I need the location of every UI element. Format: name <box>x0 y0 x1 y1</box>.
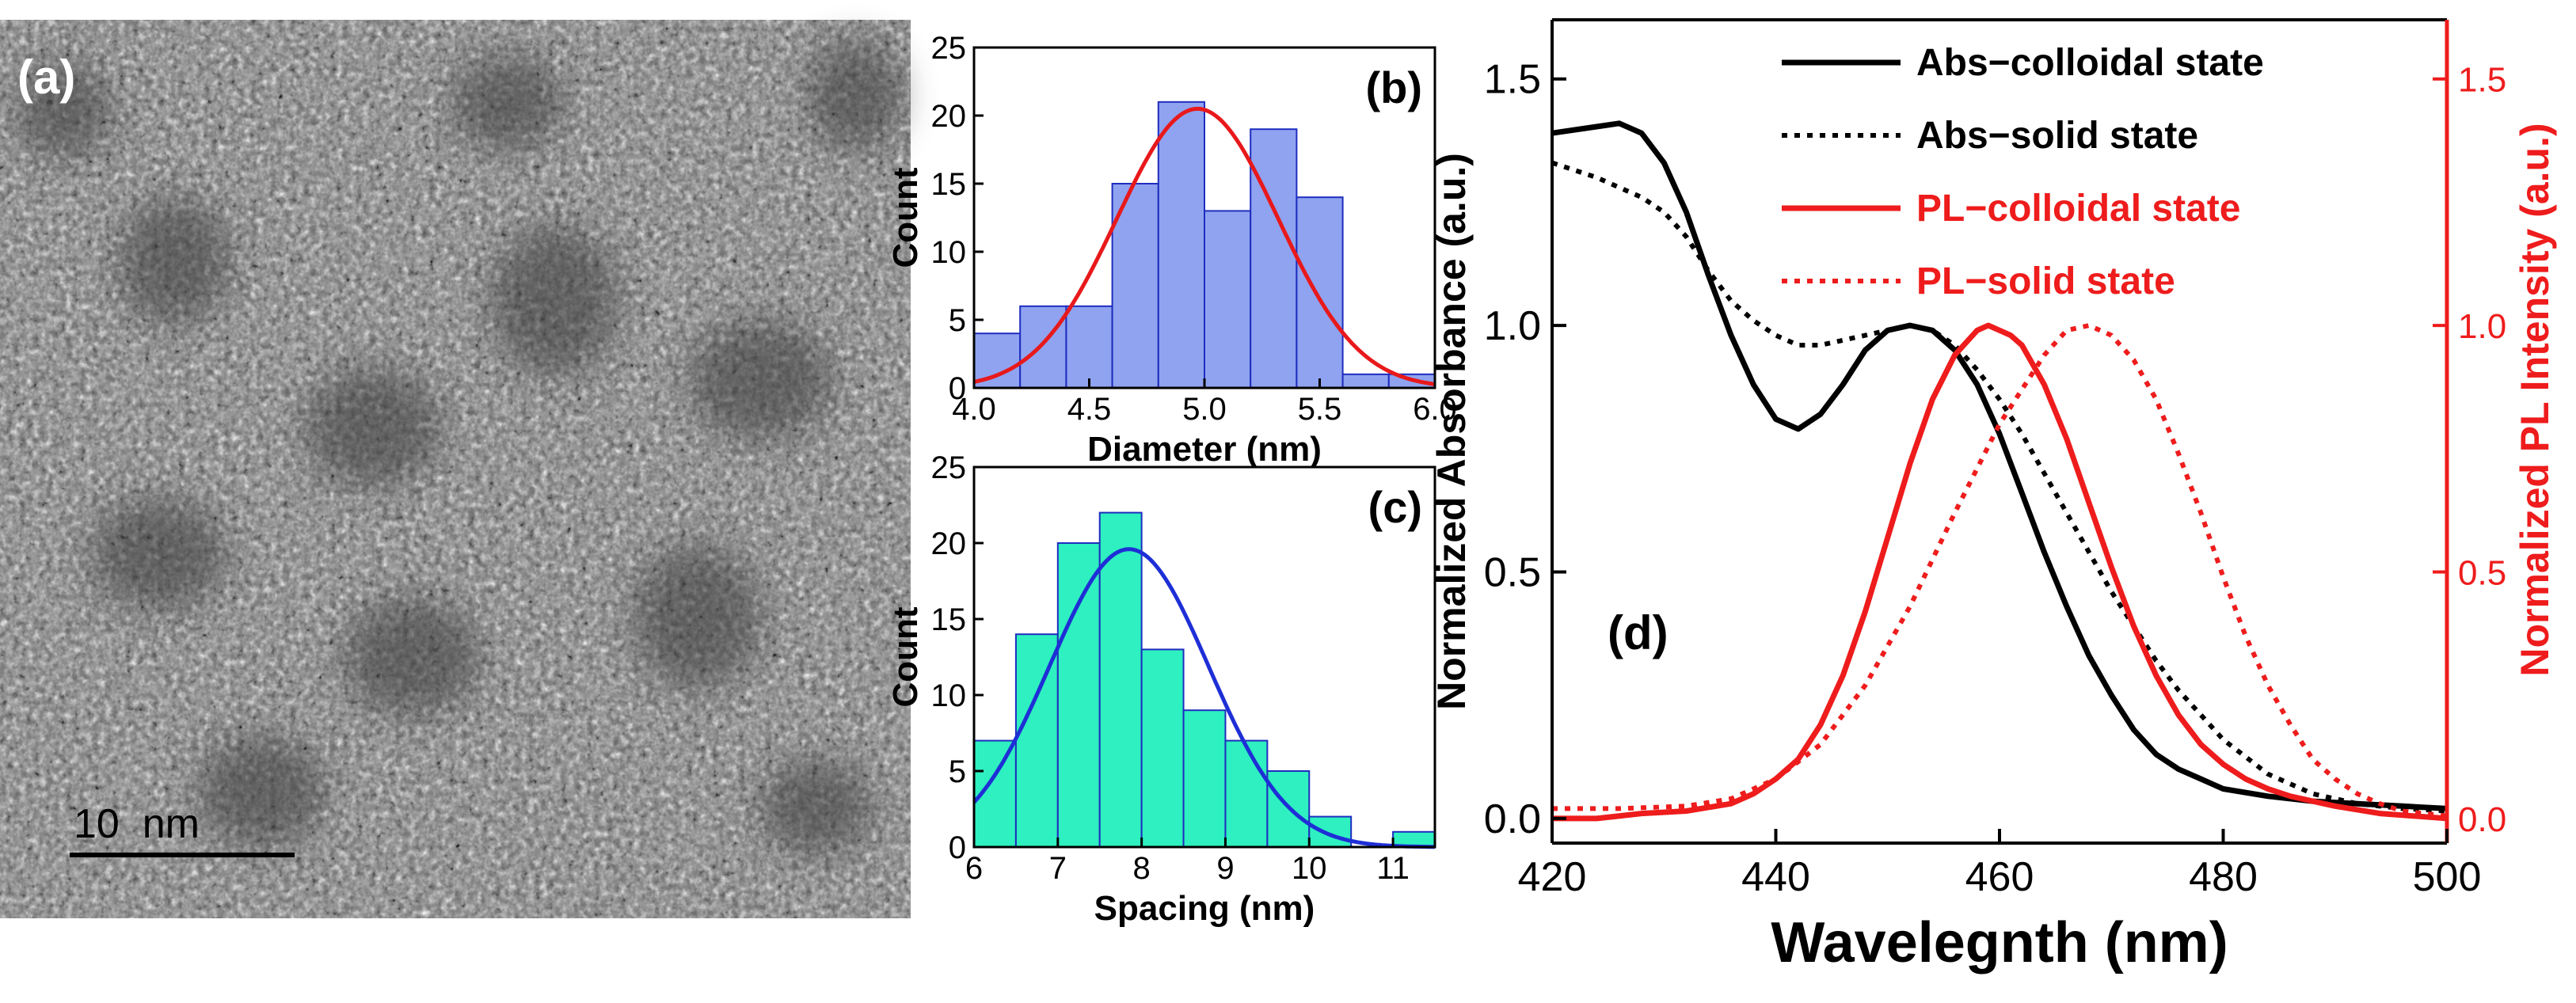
x-tick-label: 420 <box>1518 854 1587 900</box>
y-axis-label: Count <box>886 606 925 707</box>
series-line <box>1551 160 2448 814</box>
y-tick-label-right: 1.5 <box>2458 61 2506 100</box>
gaussian-fit-line <box>973 106 1436 386</box>
y-tick-label: 0 <box>949 830 966 865</box>
y-tick-label: 15 <box>931 602 967 637</box>
x-tick-label: 500 <box>2413 854 2482 900</box>
x-tick-label: 5.5 <box>1298 392 1342 427</box>
x-axis-label: Wavelegnth (nm) <box>1771 911 2228 975</box>
histogram-bar <box>1204 210 1252 389</box>
y-axis-label-left: Normalized Absorbance (a.u.) <box>1429 153 1474 710</box>
y-tick-label: 15 <box>931 167 967 202</box>
legend-entry: Abs−colloidal state <box>1916 42 2264 84</box>
y-tick-label-left: 0.0 <box>1484 796 1541 842</box>
tem-particles <box>16 40 903 855</box>
x-tick-label: 6 <box>965 851 983 886</box>
histogram-bar <box>1056 542 1101 848</box>
x-tick-label: 460 <box>1965 854 2034 900</box>
x-axis-label: Spacing (nm) <box>1094 889 1315 928</box>
y-tick-label: 20 <box>931 526 967 561</box>
tem-image-panel: (a) 10 nm <box>0 20 911 918</box>
histogram-spacing: 6 7 8 9 10 11 0 5 10 15 20 25 Spacing (nm) Count (c) <box>886 450 1436 928</box>
legend-entry: PL−solid state <box>1916 260 2175 302</box>
histogram-bar <box>1308 815 1353 848</box>
histogram-diameter: 4.0 4.5 5.0 5.5 6.0 0 5 10 15 20 25 Diameter (nm) Co… <box>886 31 1457 469</box>
y-tick-label: 10 <box>931 235 967 270</box>
y-tick-label-left: 1.0 <box>1484 303 1541 349</box>
x-tick-label: 10 <box>1292 851 1327 886</box>
panel-label-a: (a) <box>17 51 75 104</box>
x-tick-label: 8 <box>1133 851 1151 886</box>
y-tick-label: 25 <box>931 450 967 485</box>
scale-bar-label: 10 nm <box>74 801 200 847</box>
series-line <box>1551 120 2448 811</box>
y-tick-label-right: 1.0 <box>2458 307 2506 346</box>
spectra-chart: 420 440 460 480 500 0.0 0.0 0.5 0.5 1.0 1.0 1.5 1.5 W… <box>1429 18 2557 975</box>
legend-entry: Abs−solid state <box>1916 115 2198 157</box>
y-tick-label: 25 <box>931 31 967 66</box>
y-axis-label-right: Normalized PL Intensity (a.u.) <box>2513 123 2557 676</box>
x-tick-label: 4.0 <box>952 392 996 427</box>
series-line <box>1552 322 2448 822</box>
histogram-bar <box>1157 101 1206 389</box>
y-tick-label: 0 <box>949 371 966 406</box>
x-axis-label: Diameter (nm) <box>1087 430 1322 469</box>
histogram-bar <box>1224 739 1269 848</box>
legend-entry: PL−colloidal state <box>1916 188 2240 230</box>
y-tick-label-right: 0.0 <box>2458 800 2506 839</box>
plot-frame <box>972 465 1436 849</box>
y-tick-label-left: 1.5 <box>1484 57 1541 103</box>
histogram-bar <box>1014 633 1059 848</box>
histogram-bar <box>1140 648 1185 849</box>
histogram-bar <box>1065 305 1113 389</box>
x-tick-label: 440 <box>1741 854 1810 900</box>
histogram-bar <box>1019 305 1067 389</box>
tem-texture <box>0 20 911 918</box>
x-tick-label: 6.0 <box>1413 392 1457 427</box>
y-tick-label: 10 <box>931 678 967 713</box>
x-tick-label: 11 <box>1376 851 1410 886</box>
panel-label: (c) <box>1368 482 1422 532</box>
y-tick-label: 5 <box>949 754 966 789</box>
series-line <box>1552 323 2448 819</box>
y-axis-label: Count <box>886 167 925 268</box>
histogram-bar <box>1341 373 1390 389</box>
panel-label: (b) <box>1365 63 1422 112</box>
y-tick-label: 20 <box>931 99 967 134</box>
histogram-bar <box>1250 128 1298 389</box>
x-tick-label: 7 <box>1049 851 1067 886</box>
panel-label: (d) <box>1608 606 1669 659</box>
histogram-bar <box>1182 709 1227 849</box>
gaussian-fit-line <box>972 547 1436 849</box>
y-tick-label: 5 <box>949 303 966 338</box>
y-tick-label-right: 0.5 <box>2458 553 2506 592</box>
x-tick-label: 4.5 <box>1067 392 1112 427</box>
x-tick-label: 9 <box>1216 851 1234 886</box>
histogram-bar <box>1296 196 1344 389</box>
y-tick-label-left: 0.5 <box>1484 549 1541 595</box>
x-tick-label: 5.0 <box>1182 392 1227 427</box>
x-tick-label: 480 <box>2189 854 2258 900</box>
